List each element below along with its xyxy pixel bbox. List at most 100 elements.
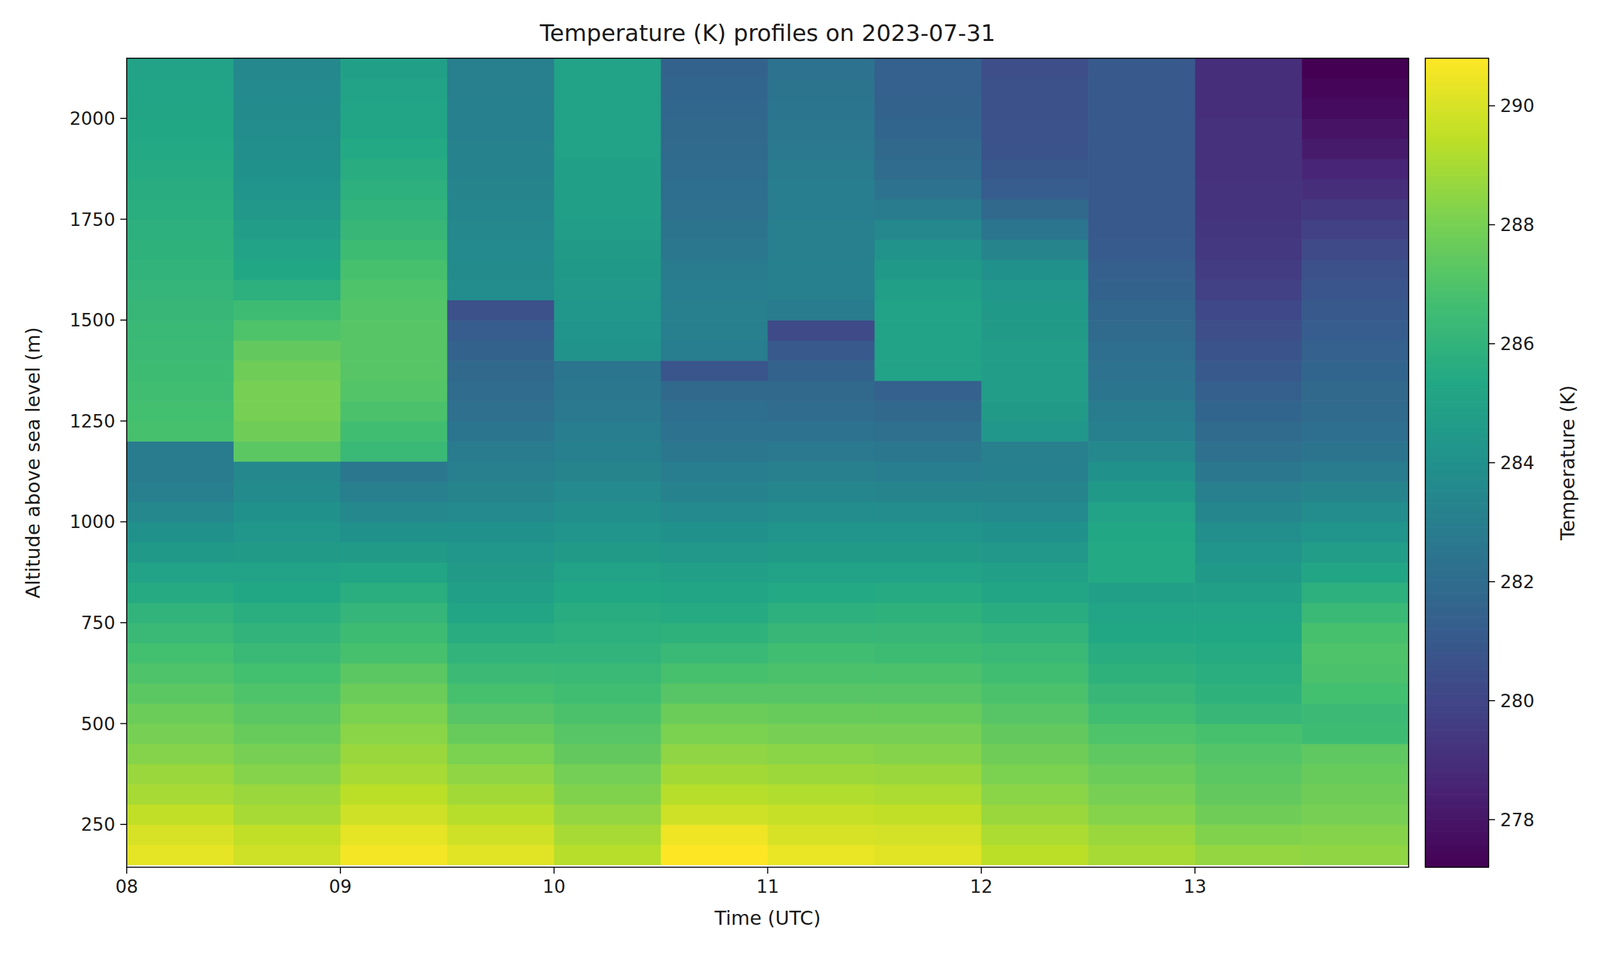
colorbar-strip bbox=[1425, 555, 1489, 560]
cell bbox=[233, 561, 342, 583]
colorbar-strip bbox=[1425, 256, 1489, 262]
cell bbox=[768, 542, 876, 563]
colorbar-strip bbox=[1425, 272, 1489, 278]
cell bbox=[1194, 481, 1303, 502]
colorbar-strip bbox=[1425, 377, 1489, 383]
colorbar-strip bbox=[1425, 717, 1489, 722]
cell bbox=[340, 58, 448, 79]
cell bbox=[340, 703, 448, 724]
colorbar-strip bbox=[1425, 600, 1489, 605]
cell bbox=[874, 501, 982, 523]
cell bbox=[447, 461, 555, 482]
cell bbox=[1301, 784, 1409, 805]
cell bbox=[661, 199, 769, 220]
colorbar-strip bbox=[1425, 810, 1489, 816]
cell bbox=[447, 521, 555, 543]
cell bbox=[1088, 602, 1196, 623]
cell bbox=[661, 97, 769, 119]
cell bbox=[1301, 380, 1409, 402]
colorbar bbox=[1425, 58, 1489, 868]
colorbar-strip bbox=[1425, 422, 1489, 427]
x-axis-label: Time (UTC) bbox=[714, 906, 822, 930]
colorbar-strip bbox=[1425, 745, 1489, 751]
cell bbox=[447, 219, 555, 240]
cell bbox=[126, 178, 235, 200]
cell bbox=[447, 804, 555, 825]
cell bbox=[233, 158, 342, 180]
colorbar-strip bbox=[1425, 680, 1489, 686]
cell bbox=[1301, 340, 1409, 361]
cell bbox=[981, 642, 1089, 664]
colorbar-strip bbox=[1425, 769, 1489, 775]
cell bbox=[661, 521, 769, 543]
cell bbox=[768, 178, 876, 200]
colorbar-strip bbox=[1425, 66, 1489, 72]
cell bbox=[554, 279, 662, 301]
cell bbox=[1194, 561, 1303, 583]
cell bbox=[554, 400, 662, 422]
colorbar-strip bbox=[1425, 147, 1489, 152]
colorbar-strip bbox=[1425, 98, 1489, 104]
cell bbox=[874, 97, 982, 119]
colorbar-strip bbox=[1425, 851, 1489, 856]
cell bbox=[233, 380, 342, 402]
colorbar-strip bbox=[1425, 365, 1489, 370]
colorbar-strip bbox=[1425, 782, 1489, 787]
colorbar-strip bbox=[1425, 305, 1489, 310]
cell bbox=[1194, 542, 1303, 563]
cell bbox=[447, 542, 555, 563]
colorbar-strip bbox=[1425, 753, 1489, 759]
cell bbox=[661, 78, 769, 99]
colorbar-strip bbox=[1425, 86, 1489, 91]
cell bbox=[126, 703, 235, 724]
cell bbox=[340, 340, 448, 361]
cell bbox=[126, 723, 235, 745]
cell bbox=[1088, 784, 1196, 805]
colorbar-strip bbox=[1425, 426, 1489, 431]
cell bbox=[233, 582, 342, 603]
cell bbox=[661, 400, 769, 422]
cell bbox=[874, 542, 982, 563]
cell bbox=[981, 743, 1089, 765]
colorbar-strip bbox=[1425, 341, 1489, 346]
cell bbox=[661, 764, 769, 785]
colorbar-strip bbox=[1425, 62, 1489, 67]
cell bbox=[340, 380, 448, 402]
x-tick bbox=[767, 867, 769, 874]
cell bbox=[340, 279, 448, 301]
colorbar-tick bbox=[1488, 581, 1496, 583]
cell bbox=[768, 360, 876, 381]
cell bbox=[981, 683, 1089, 704]
cell bbox=[447, 259, 555, 281]
cell bbox=[447, 421, 555, 442]
colorbar-strip bbox=[1425, 268, 1489, 274]
cell bbox=[874, 400, 982, 422]
cell bbox=[233, 279, 342, 301]
cell bbox=[126, 440, 235, 462]
colorbar-frame bbox=[1425, 58, 1489, 868]
cell bbox=[340, 320, 448, 341]
cell bbox=[1088, 743, 1196, 765]
colorbar-strip bbox=[1425, 280, 1489, 286]
colorbar-strip bbox=[1425, 94, 1489, 100]
cell bbox=[768, 340, 876, 361]
cell bbox=[874, 784, 982, 805]
cell bbox=[233, 178, 342, 200]
cell bbox=[554, 461, 662, 482]
cell bbox=[126, 400, 235, 422]
cell bbox=[554, 703, 662, 724]
cell bbox=[768, 320, 876, 341]
colorbar-strip bbox=[1425, 312, 1489, 318]
cell bbox=[1301, 521, 1409, 543]
cell bbox=[340, 723, 448, 745]
y-tick-label: 1500 bbox=[69, 309, 116, 331]
colorbar-strip bbox=[1425, 612, 1489, 617]
colorbar-strip bbox=[1425, 855, 1489, 860]
cell bbox=[233, 320, 342, 341]
colorbar-strip bbox=[1425, 167, 1489, 173]
colorbar-strip bbox=[1425, 668, 1489, 674]
colorbar-strip bbox=[1425, 656, 1489, 662]
cell bbox=[1194, 622, 1303, 644]
cell bbox=[1194, 199, 1303, 220]
cell bbox=[874, 764, 982, 785]
